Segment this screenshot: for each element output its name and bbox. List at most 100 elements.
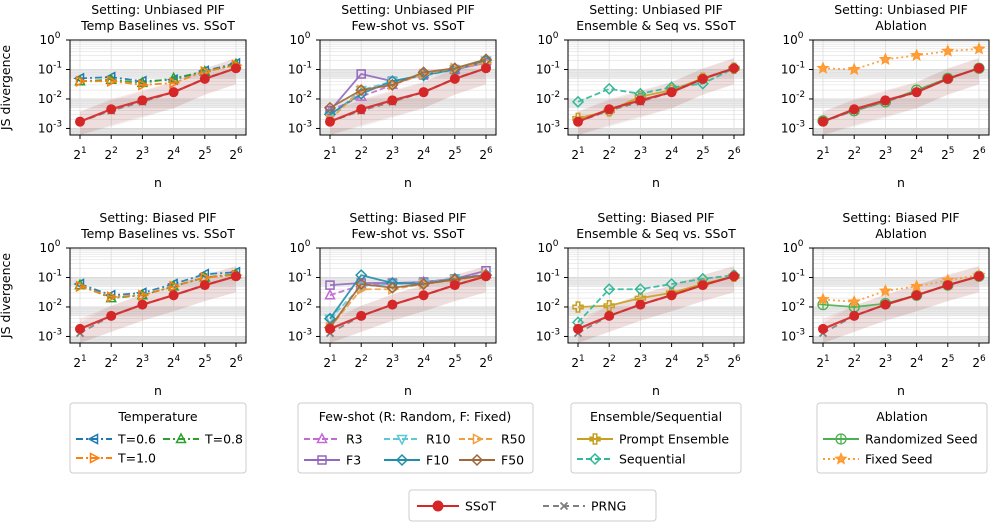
x-axis-label: n: [404, 175, 412, 190]
x-tick-label: 26: [229, 146, 243, 162]
data-point: [387, 299, 398, 310]
legend-marker-cross: [836, 434, 846, 444]
legend-marker-shape: [316, 432, 328, 444]
data-point: [75, 280, 87, 293]
data-point: [325, 323, 335, 334]
x-tick-label: 26: [727, 146, 741, 162]
data-point-shape: [200, 271, 212, 284]
y-tick-label: 10-1: [38, 60, 62, 76]
band: [70, 336, 246, 343]
data-point: [231, 63, 241, 74]
x-tick-label: 21: [73, 146, 86, 162]
data-point: [169, 77, 181, 89]
series-ssot: [75, 271, 241, 334]
data-point-shape: [604, 104, 615, 115]
axes-frame: [319, 39, 497, 136]
y-tick-label: 10-3: [781, 119, 805, 135]
legend-entry-r10: R10: [384, 432, 451, 447]
x-tick-label: 25: [696, 146, 709, 162]
data-point-shape: [325, 116, 335, 127]
data-point: [942, 73, 953, 84]
legend-entry-r3: R3: [304, 432, 363, 447]
y-tick-label: 10-2: [288, 90, 312, 106]
series-ssot: [325, 271, 491, 334]
data-point-shape: [573, 116, 583, 127]
legend-title: Ablation: [876, 409, 928, 424]
subplot-title: Setting: Biased PIF: [842, 210, 959, 225]
data-point: [448, 62, 461, 75]
data-point: [418, 290, 429, 301]
legend-label: Randomized Seed: [865, 432, 978, 447]
data-point-shape: [697, 280, 708, 291]
legend-entry-sequential: Sequential: [577, 452, 686, 467]
x-tick-label: 26: [727, 354, 741, 370]
data-point-shape: [417, 66, 430, 79]
series-line: [79, 63, 237, 84]
subplot-subtitle: Ensemble & Seq vs. SSoT: [576, 226, 736, 241]
legend-few-shot: Few-shot (R: Random, F: Fixed) R3 R10 R50 F3…: [297, 402, 534, 474]
legend-label: F3: [346, 453, 361, 468]
data-point: [386, 281, 399, 294]
data-point: [972, 41, 986, 55]
x-tick-label: 24: [167, 146, 181, 162]
data-point-shape: [106, 310, 117, 321]
data-point: [635, 299, 646, 310]
series-ssot: [818, 63, 984, 127]
y-tick-label: 10-3: [288, 119, 312, 135]
data-point: [231, 271, 241, 282]
legend-entry-prng: PRNG: [543, 499, 626, 514]
subplot-title: Setting: Biased PIF: [597, 210, 714, 225]
data-point-shape: [878, 52, 893, 66]
legend-marker: [834, 452, 848, 465]
data-point: [200, 65, 212, 78]
subplot-4: 10-3 10-2 10-1 100 21 22 23 24 25 26 n Setting: Unb…: [781, 2, 990, 190]
data-point: [75, 116, 85, 127]
data-point-shape: [603, 82, 616, 95]
data-point-shape: [418, 290, 429, 301]
variance-band: [330, 266, 486, 343]
data-point-shape: [324, 314, 336, 326]
data-point-shape: [75, 116, 85, 127]
data-point: [106, 310, 117, 321]
variance-band: [330, 266, 486, 343]
data-point: [941, 44, 955, 57]
x-tick-label: 25: [941, 354, 954, 370]
subplot-subtitle: Temp Baselines vs. SSoT: [80, 226, 235, 241]
data-point: [942, 280, 953, 291]
legend-label: Prompt Ensemble: [619, 432, 729, 447]
x-axis-label: n: [404, 383, 412, 398]
legend-entry-t-0-8: T=0.8: [163, 432, 243, 447]
legend-reference: SSoT PRNG: [408, 489, 657, 522]
data-point-shape: [909, 48, 924, 62]
x-tick-label: 26: [229, 354, 243, 370]
data-point: [355, 269, 368, 282]
data-point: [635, 95, 646, 106]
subplot-title: Setting: Unbiased PIF: [91, 2, 225, 17]
x-tick-label: 21: [323, 354, 336, 370]
data-point-shape: [849, 104, 860, 115]
band: [568, 128, 744, 135]
data-point: [137, 299, 148, 310]
data-point-shape: [942, 280, 953, 291]
series-line: [822, 275, 980, 330]
x-tick-label: 22: [603, 146, 616, 162]
legend-entry-prompt-ensemble: Prompt Ensemble: [577, 432, 729, 447]
y-tick-label: 10-3: [536, 327, 560, 343]
legend-marker-shape: [395, 453, 409, 467]
data-point-shape: [75, 280, 87, 293]
data-point-shape: [729, 271, 739, 282]
data-point-shape: [169, 77, 181, 89]
x-tick-label: 25: [198, 354, 211, 370]
data-point-shape: [324, 288, 336, 300]
data-point-shape: [818, 323, 828, 334]
legend-marker: [89, 452, 101, 464]
y-tick-label: 10-1: [536, 60, 560, 76]
legend-marker: [87, 433, 99, 445]
subplot-6: 10-3 10-2 10-1 100 21 22 23 24 25 26 n Setting: Bia…: [288, 210, 497, 398]
legend-label: T=1.0: [117, 451, 156, 466]
x-tick-label: 24: [910, 354, 924, 370]
series-line: [577, 67, 735, 103]
y-tick-label: 10-1: [38, 268, 62, 284]
data-point: [603, 82, 616, 95]
data-point-shape: [604, 310, 615, 321]
